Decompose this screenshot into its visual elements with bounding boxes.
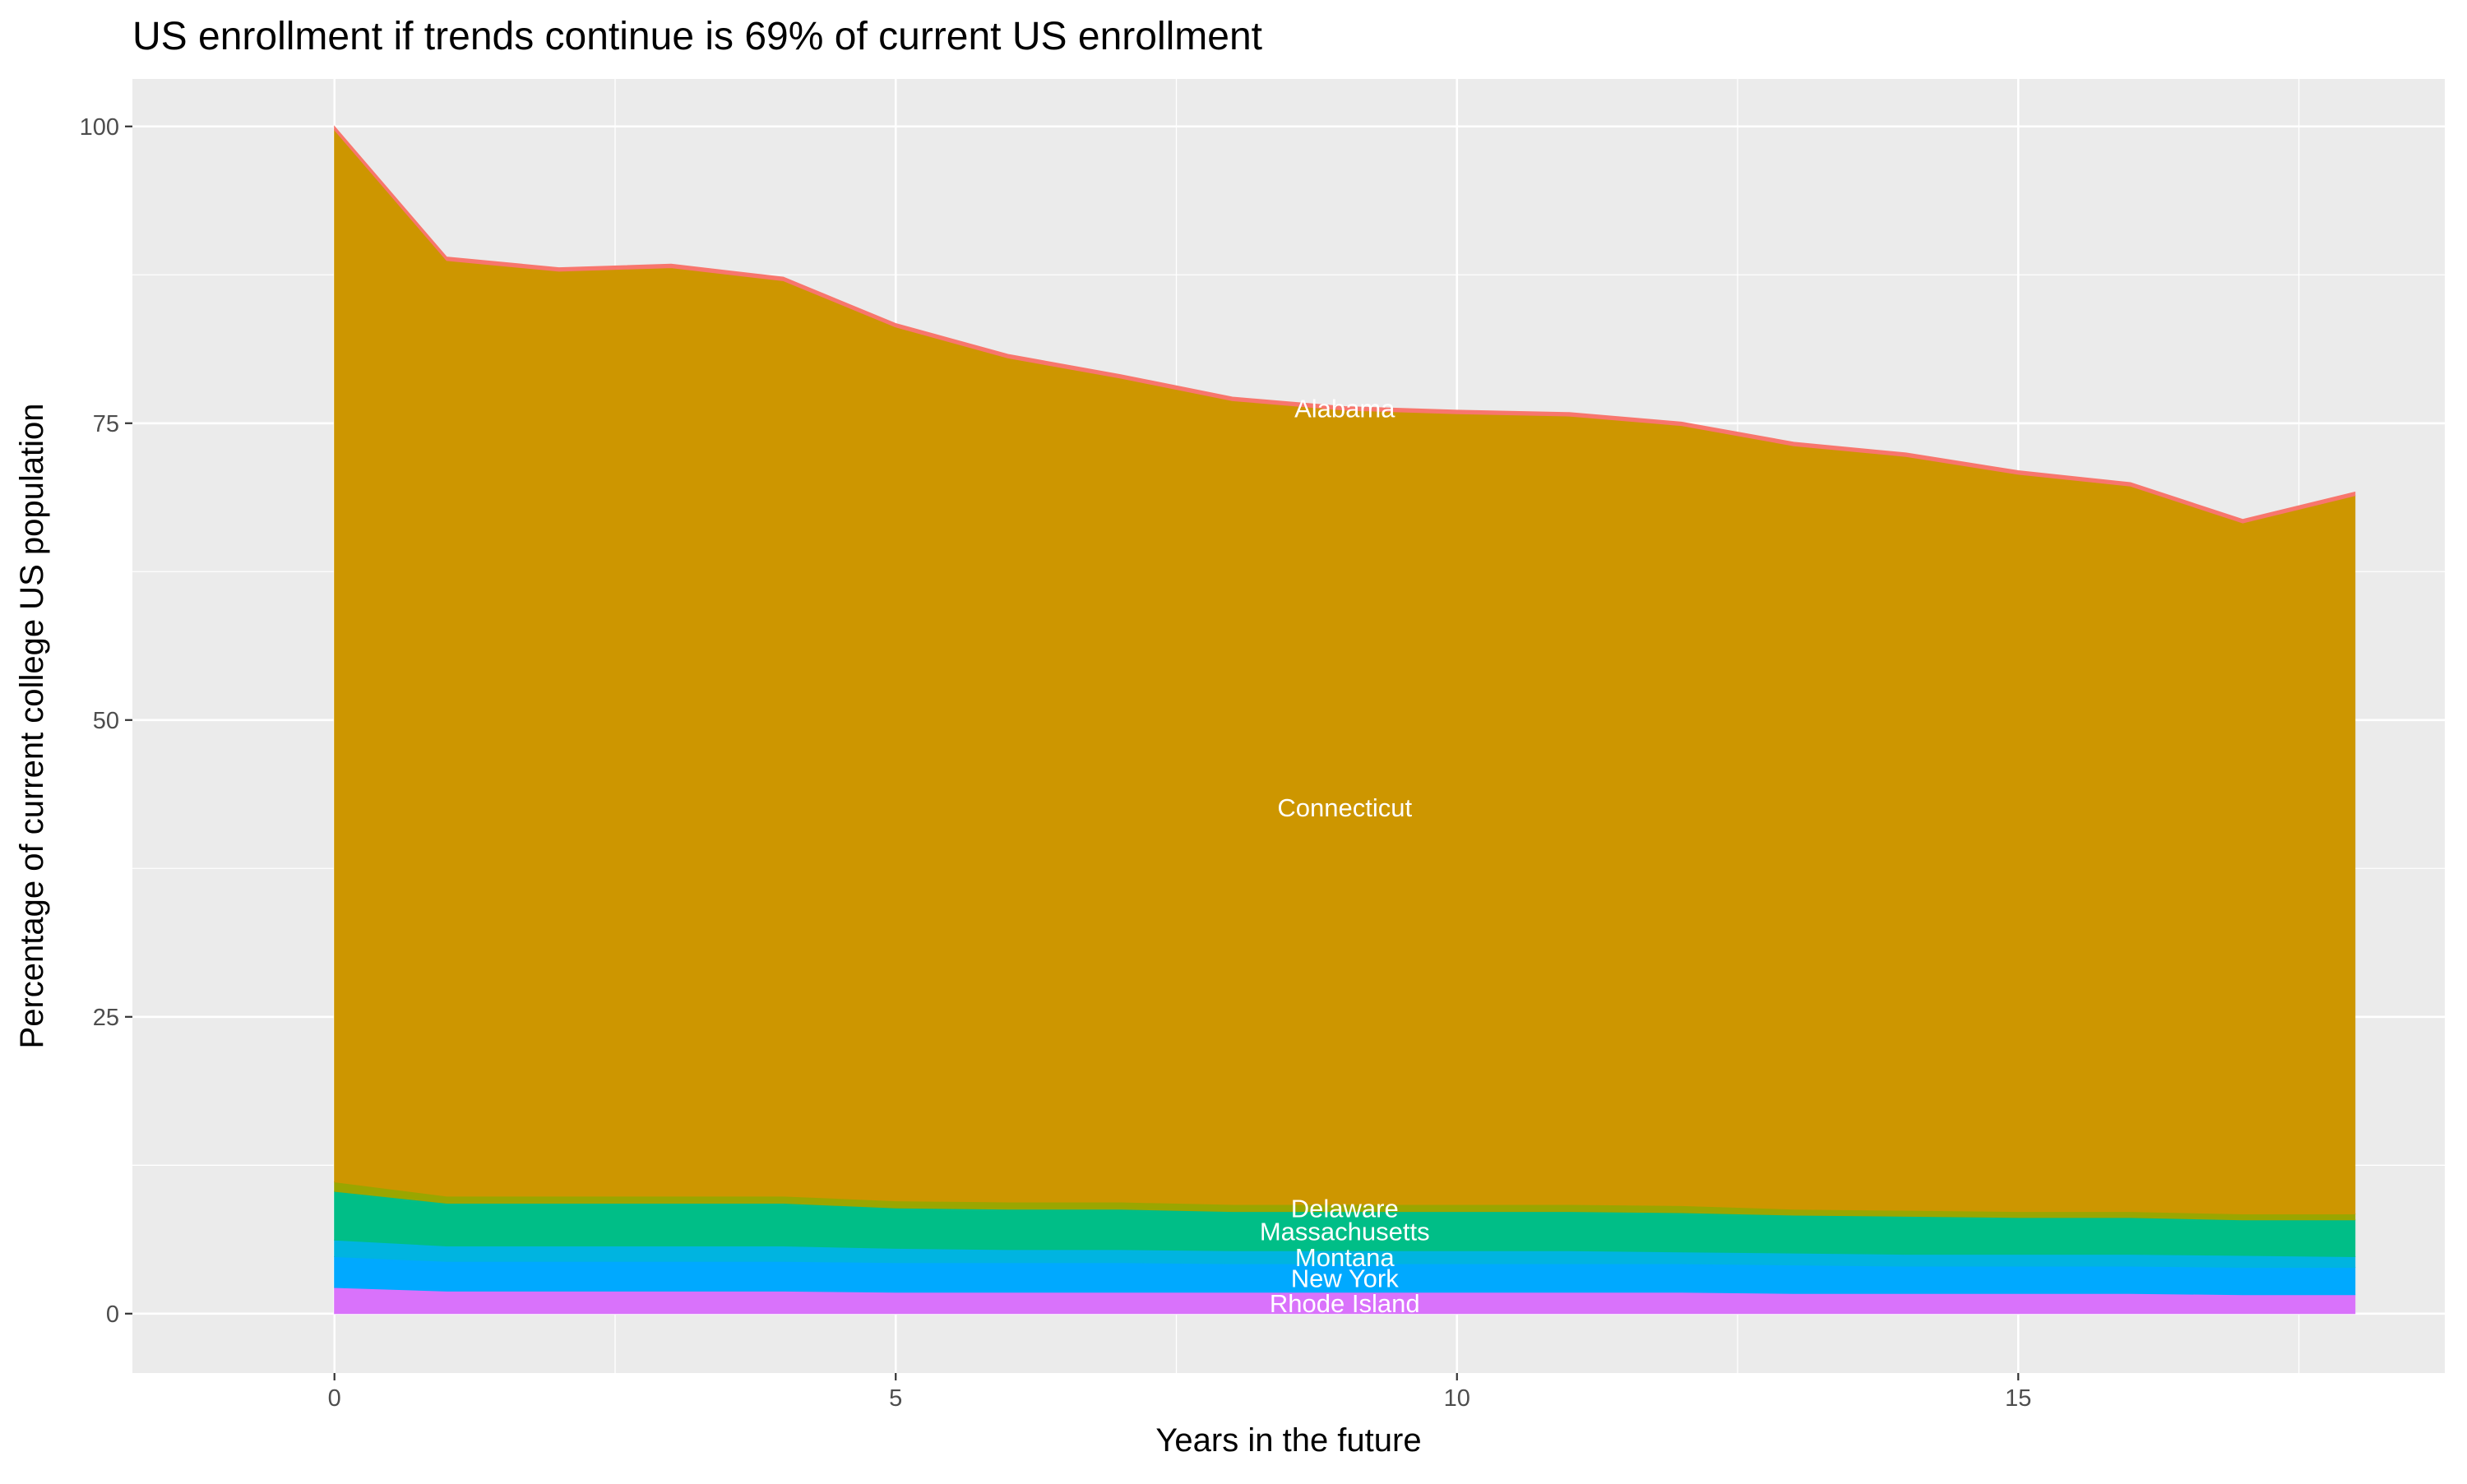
series-label: Connecticut: [1277, 793, 1412, 822]
y-axis-ticks: 0 25 50 75 100: [80, 114, 132, 1328]
series-label: Massachusetts: [1260, 1217, 1430, 1246]
area-layers: [334, 125, 2356, 1315]
series-label: Delaware: [1291, 1194, 1399, 1223]
x-tick-label: 15: [2005, 1385, 2031, 1412]
y-tick-label: 75: [93, 411, 119, 437]
chart-title: US enrollment if trends continue is 69% …: [132, 15, 1262, 58]
series-label: Rhode Island: [1270, 1289, 1420, 1318]
y-tick-label: 50: [93, 708, 119, 734]
area-alabama: [334, 125, 2356, 524]
series-label: Alabama: [1294, 395, 1395, 423]
y-tick-label: 100: [80, 114, 119, 141]
series-label: Montana: [1295, 1243, 1395, 1272]
series-label: New York: [1291, 1264, 1399, 1292]
x-tick-label: 5: [889, 1385, 902, 1412]
x-axis-label: Years in the future: [1155, 1422, 1421, 1459]
y-tick-label: 0: [106, 1301, 119, 1328]
x-tick-label: 10: [1444, 1385, 1470, 1412]
x-axis-ticks: 0 5 10 15: [328, 1373, 2031, 1412]
y-axis-label: Percentage of current college US populat…: [14, 404, 50, 1049]
x-tick-label: 0: [328, 1385, 341, 1412]
y-tick-label: 25: [93, 1005, 119, 1031]
